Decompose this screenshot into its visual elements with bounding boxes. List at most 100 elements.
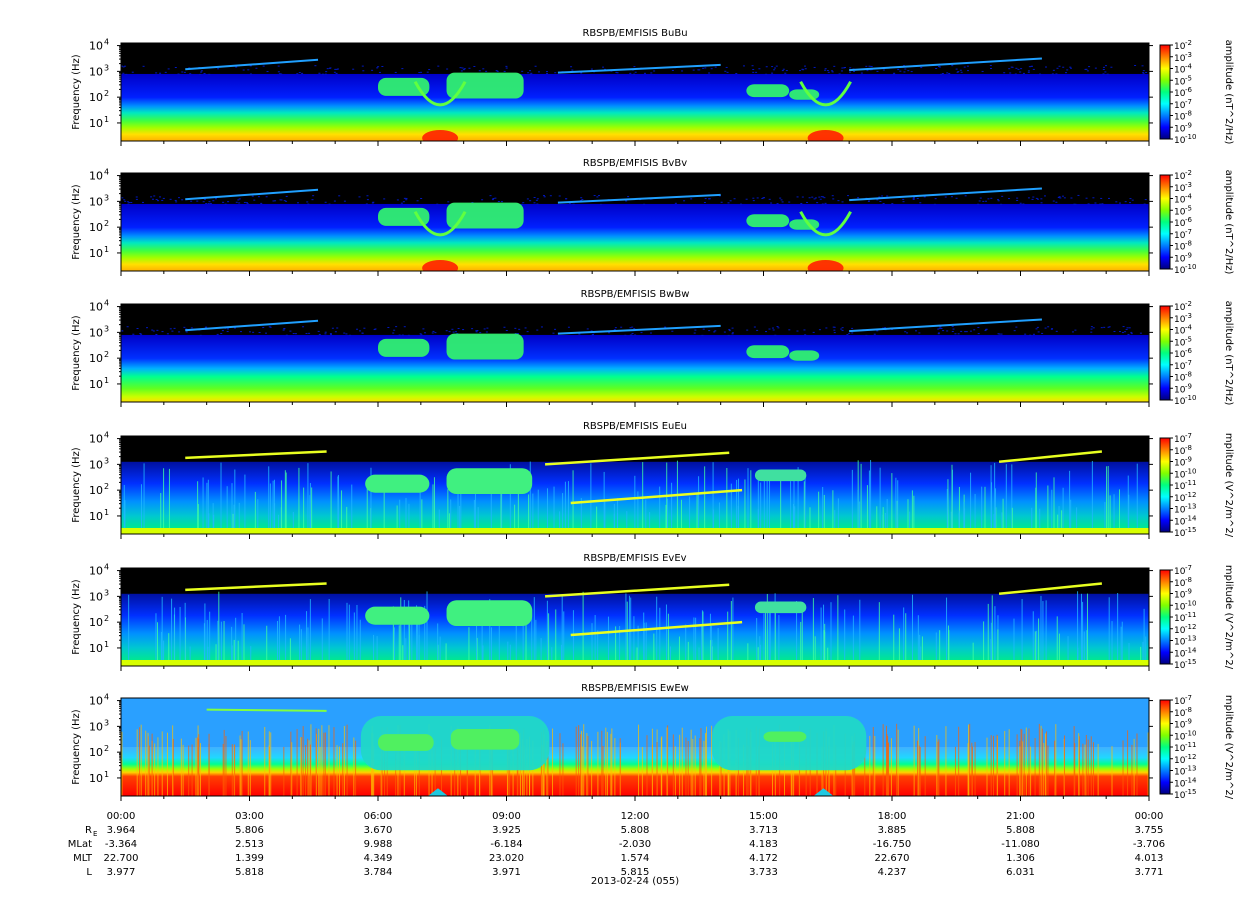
- colorbar-tick-exponent: -8: [1185, 371, 1192, 379]
- y-tick-exponent: 2: [104, 482, 109, 491]
- y-axis-label: Frequency (Hz): [71, 54, 82, 130]
- wave-emission: [446, 600, 533, 627]
- colorbar-tick-exponent: -14: [1185, 646, 1197, 654]
- colorbar-tick-exponent: -10: [1185, 467, 1196, 475]
- ephemeris-value: -16.750: [873, 839, 912, 850]
- colorbar-tick-label: 10: [1174, 494, 1186, 504]
- colorbar-tick-exponent: -6: [1185, 216, 1193, 224]
- colorbar-tick-label: 10: [1174, 136, 1186, 146]
- ephemeris-value: 1.306: [1006, 853, 1035, 864]
- colorbar-tick-label: 10: [1174, 459, 1186, 469]
- x-tick-label: 12:00: [621, 811, 650, 822]
- wave-emission: [365, 474, 430, 493]
- colorbar-tick-exponent: -3: [1185, 51, 1192, 59]
- colorbar-tick-exponent: -9: [1185, 382, 1192, 390]
- colorbar-tick-exponent: -8: [1185, 444, 1192, 452]
- y-tick-exponent: 4: [104, 431, 109, 440]
- ephemeris-value: -2.030: [619, 839, 651, 850]
- colorbar-tick-exponent: -10: [1185, 263, 1196, 271]
- colorbar-tick-label: 10: [1174, 602, 1186, 612]
- ephemeris-value: 9.988: [364, 839, 393, 850]
- colorbar-tick-label: 10: [1174, 447, 1186, 457]
- ephemeris-label: MLT: [73, 853, 93, 864]
- colorbar-tick-label: 10: [1174, 327, 1186, 337]
- colorbar-tick-exponent: -13: [1185, 635, 1196, 643]
- ephemeris-value: -3.364: [105, 839, 137, 850]
- y-tick-exponent: 2: [104, 89, 109, 98]
- colorbar-tick-exponent: -3: [1185, 181, 1192, 189]
- panel-title: RBSPB/EMFISIS BuBu: [582, 28, 687, 39]
- colorbar-tick-label: 10: [1174, 374, 1186, 384]
- wave-emission: [446, 333, 524, 360]
- colorbar-tick-exponent: -7: [1185, 694, 1192, 702]
- colorbar-tick-exponent: -11: [1185, 741, 1196, 749]
- y-tick-label: 10: [89, 565, 103, 578]
- colorbar-tick-label: 10: [1174, 254, 1186, 264]
- colorbar-tick-label: 10: [1174, 744, 1186, 754]
- colorbar-tick-exponent: -9: [1185, 718, 1192, 726]
- y-tick-label: 10: [89, 695, 103, 708]
- colorbar-tick-exponent: -10: [1185, 729, 1196, 737]
- ephemeris-value: -11.080: [1001, 839, 1040, 850]
- wave-emission: [789, 350, 820, 361]
- x-tick-label: 00:00: [1135, 811, 1164, 822]
- colorbar-tick-label: 10: [1174, 567, 1186, 577]
- background-spectrum: [121, 203, 1149, 271]
- wave-emission: [378, 338, 430, 357]
- wave-emission: [746, 214, 790, 228]
- colorbar-tick-label: 10: [1174, 506, 1186, 516]
- wave-emission: [746, 84, 790, 98]
- y-axis-label: Frequency (Hz): [71, 447, 82, 523]
- ephemeris-value: 22.700: [104, 853, 139, 864]
- y-tick-label: 10: [89, 117, 103, 130]
- y-tick-exponent: 2: [104, 614, 109, 623]
- colorbar-tick-label: 10: [1174, 529, 1186, 539]
- colorbar-tick-exponent: -14: [1185, 514, 1197, 522]
- ephemeris-label-subscript: E: [93, 830, 97, 838]
- colorbar-tick-label: 10: [1174, 709, 1186, 719]
- y-tick-label: 10: [89, 91, 103, 104]
- y-tick-exponent: 1: [104, 376, 109, 385]
- y-tick-label: 10: [89, 590, 103, 603]
- y-tick-exponent: 4: [104, 38, 109, 47]
- y-tick-exponent: 1: [104, 508, 109, 517]
- wave-emission: [446, 72, 524, 99]
- colorbar-tick-exponent: -8: [1185, 576, 1192, 584]
- colorbar-tick-exponent: -13: [1185, 765, 1196, 773]
- colorbar-tick-label: 10: [1174, 768, 1186, 778]
- colorbar-tick-label: 10: [1174, 66, 1186, 76]
- x-tick-label: 15:00: [749, 811, 778, 822]
- y-tick-label: 10: [89, 221, 103, 234]
- colorbar-tick-label: 10: [1174, 207, 1186, 217]
- wave-emission: [746, 345, 790, 359]
- colorbar-label: amplitude (nT^2/Hz): [1223, 301, 1234, 406]
- ephemeris-value: 4.237: [878, 867, 907, 878]
- y-tick-label: 10: [89, 616, 103, 629]
- ephemeris-value: 3.977: [107, 867, 136, 878]
- wave-emission: [378, 734, 434, 751]
- ephemeris-value: 3.784: [364, 867, 393, 878]
- colorbar: [1159, 437, 1171, 533]
- time-axis: 00:00 03:00 06:00 09:00 12:00 15:00 18:00 21:00…: [107, 811, 1164, 822]
- ephemeris-value: 3.885: [878, 825, 907, 836]
- colorbar-tick-exponent: -15: [1185, 658, 1196, 666]
- colorbar-tick-label: 10: [1174, 362, 1186, 372]
- colorbar-tick-exponent: -9: [1185, 121, 1192, 129]
- colorbar-tick-exponent: -3: [1185, 312, 1192, 320]
- ephemeris-value: 4.172: [749, 853, 778, 864]
- ephemeris-value: -6.184: [490, 839, 522, 850]
- y-tick-label: 10: [89, 746, 103, 759]
- colorbar: [1159, 569, 1171, 665]
- colorbar-tick-label: 10: [1174, 196, 1186, 206]
- y-tick-exponent: 4: [104, 563, 109, 572]
- panel-title: RBSPB/EMFISIS BwBw: [581, 289, 690, 300]
- y-tick-exponent: 3: [104, 324, 109, 333]
- colorbar-tick-exponent: -11: [1185, 611, 1196, 619]
- colorbar-tick-exponent: -9: [1185, 456, 1192, 464]
- y-tick-label: 10: [89, 458, 103, 471]
- colorbar-tick-label: 10: [1174, 303, 1186, 313]
- y-axis-label: Frequency (Hz): [71, 709, 82, 785]
- ephemeris-value: 3.733: [749, 867, 778, 878]
- wave-emission: [789, 219, 820, 230]
